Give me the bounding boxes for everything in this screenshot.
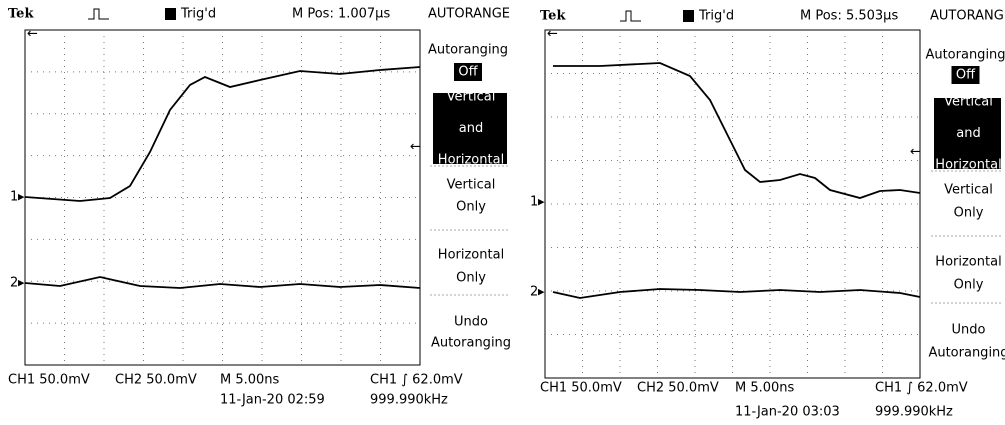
channel-arrow: ▸ bbox=[538, 195, 545, 210]
level-arrow: ← bbox=[910, 145, 921, 160]
pos-arrow: ← bbox=[27, 27, 38, 42]
menu-item[interactable]: and bbox=[956, 126, 980, 141]
trig-icon bbox=[165, 8, 176, 20]
ch1-scale: CH1 50.0mV bbox=[540, 381, 622, 396]
channel-marker: 1 bbox=[530, 195, 538, 210]
position: M Pos: 5.503µs bbox=[800, 9, 898, 24]
date: 11-Jan-20 02:59 bbox=[220, 393, 325, 408]
channel-marker: 2 bbox=[530, 285, 538, 300]
menu-label: Autoranging bbox=[428, 43, 508, 58]
timebase: M 5.00ns bbox=[220, 373, 280, 388]
mode: AUTORANGE bbox=[930, 9, 1005, 24]
trigger-level: CH1 ∫ 62.0mV bbox=[370, 373, 463, 388]
ch2-scale: CH2 50.0mV bbox=[115, 373, 197, 388]
ch2-scale: CH2 50.0mV bbox=[637, 381, 719, 396]
channel-marker: 1 bbox=[10, 190, 18, 205]
menu-state: Off bbox=[458, 65, 478, 80]
position: M Pos: 1.007µs bbox=[292, 7, 390, 22]
scope-panel: Tek Trig'd M Pos: 5.503µs AUTORANGE←←1 ▸2 ▸Au… bbox=[530, 9, 1005, 420]
trigger-level: CH1 ∫ 62.0mV bbox=[875, 381, 968, 396]
state-box bbox=[951, 66, 980, 84]
trigger-icon bbox=[620, 10, 641, 22]
menu-item[interactable]: Undo bbox=[952, 323, 986, 338]
trigger-status: Trig'd bbox=[698, 9, 734, 24]
ch1-trace bbox=[553, 62, 921, 199]
date: 11-Jan-20 03:03 bbox=[735, 405, 840, 420]
state-box bbox=[454, 63, 482, 81]
channel-arrow: ▸ bbox=[18, 190, 25, 205]
menu-item[interactable]: Vertical bbox=[944, 183, 993, 198]
brand: Tek bbox=[540, 9, 566, 24]
menu-item[interactable]: Autoranging bbox=[431, 336, 511, 351]
menu-selected bbox=[433, 93, 507, 164]
menu-state: Off bbox=[956, 68, 976, 83]
timebase: M 5.00ns bbox=[735, 381, 795, 396]
trigger-icon bbox=[88, 8, 109, 20]
menu-label: Autoranging bbox=[925, 48, 1005, 63]
menu-item[interactable]: Vertical bbox=[447, 178, 496, 193]
menu-selected bbox=[934, 98, 1001, 169]
channel-marker: 2 bbox=[10, 276, 18, 291]
menu-item[interactable]: Horizontal bbox=[438, 248, 504, 263]
menu-item[interactable]: Only bbox=[456, 271, 486, 286]
ch1-scale: CH1 50.0mV bbox=[8, 373, 90, 388]
brand: Tek bbox=[8, 7, 34, 22]
mode: AUTORANGE bbox=[428, 7, 510, 22]
menu-item[interactable]: Horizontal bbox=[935, 158, 1001, 173]
channel-arrow: ▸ bbox=[538, 285, 545, 300]
menu-item[interactable]: and bbox=[459, 121, 483, 136]
menu-item[interactable]: Only bbox=[954, 278, 984, 293]
ch1-trace bbox=[24, 66, 421, 202]
menu-item[interactable]: Only bbox=[954, 206, 984, 221]
level-arrow: ← bbox=[410, 140, 421, 155]
menu-item[interactable]: Vertical bbox=[447, 90, 496, 105]
trigger-status: Trig'd bbox=[180, 7, 216, 22]
menu-item[interactable]: Vertical bbox=[944, 95, 993, 110]
ch2-trace bbox=[24, 276, 421, 289]
frequency: 999.990kHz bbox=[875, 405, 953, 420]
menu-item[interactable]: Horizontal bbox=[438, 153, 504, 168]
frequency: 999.990kHz bbox=[370, 393, 448, 408]
menu-item[interactable]: Undo bbox=[454, 315, 488, 330]
ch2-trace bbox=[552, 288, 921, 299]
menu-item[interactable]: Horizontal bbox=[935, 255, 1001, 270]
scope-panel: Tek Trig'd M Pos: 1.007µs AUTORANGE←←1 ▸2 ▸Au… bbox=[8, 7, 511, 408]
menu-item[interactable]: Only bbox=[456, 200, 486, 215]
graticule bbox=[24, 29, 421, 366]
trig-icon bbox=[683, 10, 694, 22]
pos-arrow: ← bbox=[547, 27, 558, 42]
channel-arrow: ▸ bbox=[18, 276, 25, 291]
menu-item[interactable]: Autoranging bbox=[928, 346, 1005, 361]
